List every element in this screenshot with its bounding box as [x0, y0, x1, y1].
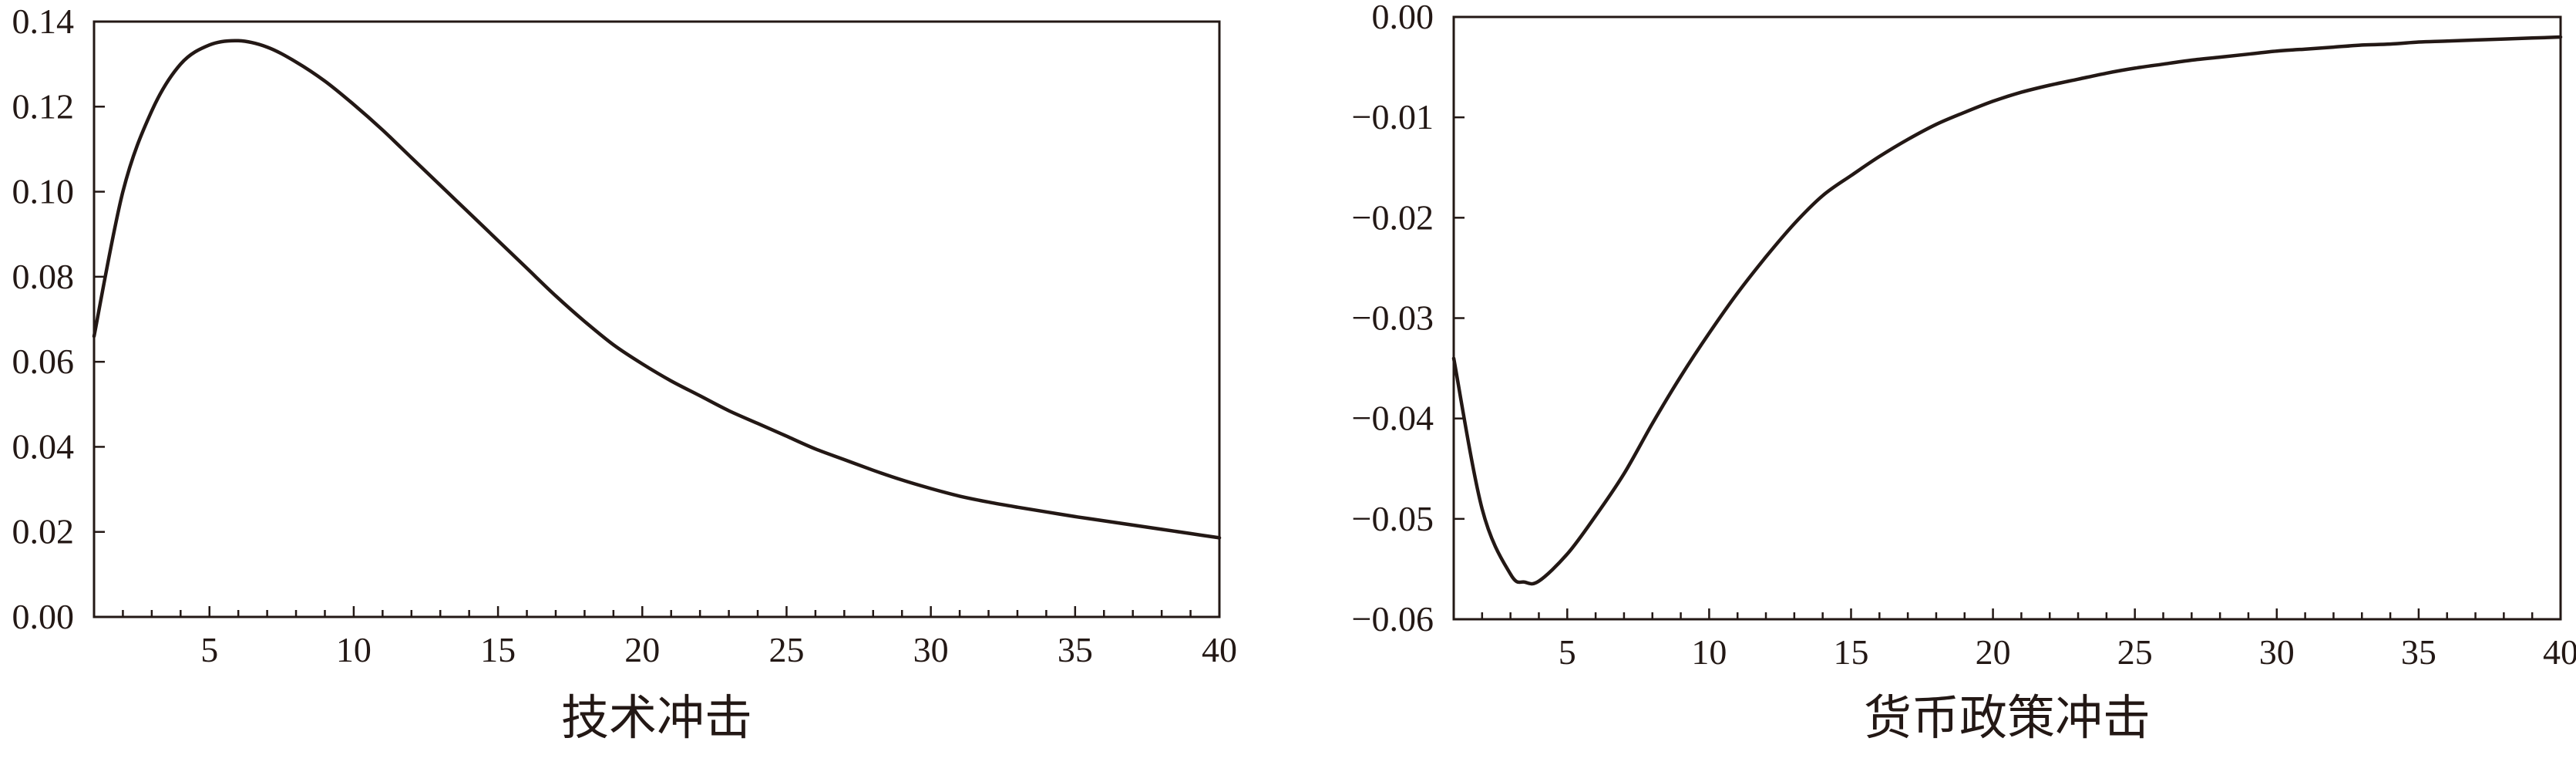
chart-title: 货币政策冲击 — [1864, 689, 2151, 746]
y-tick-label: 0.12 — [12, 86, 75, 126]
technology-shock-panel: 5 10 15 20 25 30 35 40 0.00 0.02 0.04 0.06 0.08 0.10 0… — [12, 2, 1238, 746]
plot-frame — [1452, 15, 2562, 621]
x-tick-label: 25 — [2117, 632, 2153, 672]
y-tick-label: 0.02 — [12, 512, 75, 551]
x-tick-label: 5 — [200, 630, 218, 669]
y-tick-label: 0.00 — [12, 597, 75, 636]
series-line — [92, 39, 1222, 540]
y-tick-label: −0.03 — [1352, 298, 1434, 338]
x-tick-label: 15 — [480, 630, 516, 669]
y-tick-label: −0.06 — [1352, 599, 1434, 639]
x-tick-label: 40 — [1202, 630, 1237, 669]
y-tick-label: 0.14 — [12, 2, 75, 41]
x-tick-label: 30 — [2259, 632, 2295, 672]
y-tick-label: 0.10 — [12, 172, 75, 211]
chart-title: 技术冲击 — [561, 689, 752, 746]
y-tick-label: −0.05 — [1352, 499, 1434, 538]
plot-frame — [92, 20, 1221, 618]
x-tick-label: 15 — [1833, 632, 1868, 672]
x-tick-label: 30 — [913, 630, 949, 669]
x-tick-label: 10 — [1691, 632, 1727, 672]
x-tick-label: 35 — [2401, 632, 2436, 672]
y-tick-label: 0.00 — [1372, 0, 1434, 36]
y-tick-label: 0.04 — [12, 426, 75, 466]
x-tick-label: 10 — [336, 630, 372, 669]
x-tick-label: 20 — [1976, 632, 2011, 672]
x-tick-label: 35 — [1058, 630, 1093, 669]
x-tick-label: 25 — [768, 630, 804, 669]
y-tick-label: −0.04 — [1352, 399, 1434, 438]
y-tick-label: 0.06 — [12, 342, 75, 381]
x-tick-label: 40 — [2543, 632, 2576, 672]
y-tick-label: 0.08 — [12, 257, 75, 296]
y-tick-label: −0.01 — [1352, 97, 1434, 136]
monetary-policy-shock-panel: 5 10 15 20 25 30 35 40 0.00 −0.01 −0.02 −0.03 −0.04 −… — [1352, 0, 2576, 746]
x-tick-label: 5 — [1559, 632, 1576, 672]
series-line — [1451, 35, 2563, 586]
y-tick-label: −0.02 — [1352, 197, 1434, 237]
x-tick-label: 20 — [624, 630, 660, 669]
